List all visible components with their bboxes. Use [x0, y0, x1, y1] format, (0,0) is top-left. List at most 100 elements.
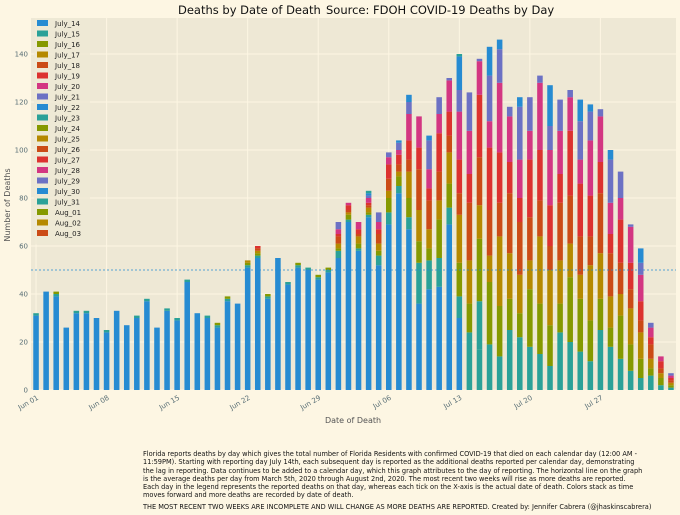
bar-segment	[355, 250, 362, 390]
bar-segment	[396, 171, 402, 177]
bar-segment	[386, 190, 392, 198]
bar-segment	[506, 116, 513, 162]
bar-segment	[496, 49, 503, 83]
bar-segment	[194, 313, 201, 390]
bar-segment	[557, 202, 563, 261]
bar-segment	[517, 106, 523, 160]
bar-segment	[436, 133, 442, 172]
bar-segment	[295, 265, 301, 268]
bar-segment	[164, 310, 170, 390]
bar-segment	[637, 248, 644, 263]
bar-segment	[174, 318, 180, 321]
bar-segment	[164, 308, 170, 311]
bar-segment	[254, 253, 261, 256]
bar-segment	[426, 169, 432, 189]
bar-segment	[406, 159, 412, 172]
legend-label: July_18	[54, 62, 80, 70]
bar-segment	[416, 169, 422, 210]
bar-segment	[396, 193, 402, 390]
bar-segment	[335, 234, 342, 237]
bar-segment	[496, 356, 503, 390]
bar-segment	[587, 320, 594, 362]
bar-segment	[244, 262, 251, 266]
bar-segment	[607, 253, 614, 297]
bar-segment	[527, 289, 533, 347]
bar-segment	[375, 250, 382, 256]
bar-segment	[456, 56, 463, 90]
bar-segment	[33, 313, 39, 316]
bar-segment	[416, 147, 422, 170]
legend-swatch	[37, 104, 48, 110]
bar-segment	[335, 258, 342, 390]
chart-subtitle: Source: FDOH COVID-19 Deaths by Day	[326, 3, 554, 17]
bar-segment	[557, 260, 563, 304]
bar-segment	[537, 82, 543, 150]
legend-swatch	[37, 188, 48, 194]
bar-segment	[335, 222, 342, 230]
legend-swatch	[37, 20, 48, 26]
bar-segment	[517, 337, 523, 390]
bar-segment	[537, 303, 543, 354]
bar-segment	[607, 327, 614, 347]
bar-segment	[506, 330, 513, 390]
y-tick-label: 0	[24, 387, 28, 395]
bar-segment	[315, 274, 321, 278]
bar-segment	[537, 150, 543, 201]
legend-swatch	[37, 209, 48, 215]
bar-segment	[355, 234, 362, 237]
y-tick-label: 100	[15, 147, 28, 155]
legend-label: July_29	[54, 178, 80, 186]
bar-segment	[154, 327, 160, 390]
bar-segment	[668, 380, 674, 383]
bar-segment	[486, 255, 493, 282]
bar-segment	[557, 130, 563, 174]
x-tick-label: Jun 15	[157, 394, 181, 412]
bar-segment	[426, 289, 432, 390]
legend-label: July_27	[54, 157, 80, 165]
bar-segment	[375, 222, 382, 230]
bar-segment	[345, 205, 352, 210]
bar-segment	[597, 116, 604, 162]
bar-segment	[476, 58, 483, 62]
bar-segment	[557, 174, 563, 203]
bar-segment	[386, 178, 392, 191]
bar-segment	[587, 140, 594, 196]
bar-segment	[325, 272, 332, 390]
bar-segment	[637, 262, 644, 275]
bar-segment	[648, 344, 654, 359]
bar-segment	[265, 298, 271, 390]
bar-segment	[587, 111, 594, 141]
legend-swatch	[37, 93, 48, 100]
bar-segment	[597, 109, 604, 117]
legend-swatch	[37, 114, 48, 121]
bar-segment	[365, 193, 372, 196]
bar-segment	[617, 198, 624, 220]
x-tick-label: Jun 29	[298, 394, 322, 412]
bar-segment	[375, 229, 382, 234]
bar-segment	[668, 373, 674, 376]
bar-segment	[315, 277, 321, 280]
bar-segment	[396, 186, 402, 194]
bar-segment	[476, 301, 483, 350]
bar-segment	[295, 267, 301, 390]
bar-segment	[456, 318, 463, 390]
bar-segment	[587, 265, 594, 321]
y-tick-label: 80	[19, 195, 28, 203]
bar-segment	[567, 130, 573, 196]
bar-segment	[73, 313, 80, 390]
bar-segment	[406, 114, 412, 141]
legend-swatch	[37, 219, 48, 226]
bar-segment	[345, 212, 352, 215]
bar-segment	[607, 202, 614, 234]
bar-segment	[607, 159, 614, 203]
legend-swatch	[37, 41, 48, 47]
bar-segment	[265, 294, 271, 297]
bar-segment	[577, 159, 584, 184]
bar-segment	[365, 205, 372, 208]
x-tick-label: Jul 06	[371, 394, 393, 411]
bar-segment	[587, 236, 594, 266]
bar-segment	[254, 246, 261, 249]
bar-segment	[456, 214, 463, 263]
bar-segment	[426, 135, 432, 141]
bar-segment	[466, 303, 473, 333]
